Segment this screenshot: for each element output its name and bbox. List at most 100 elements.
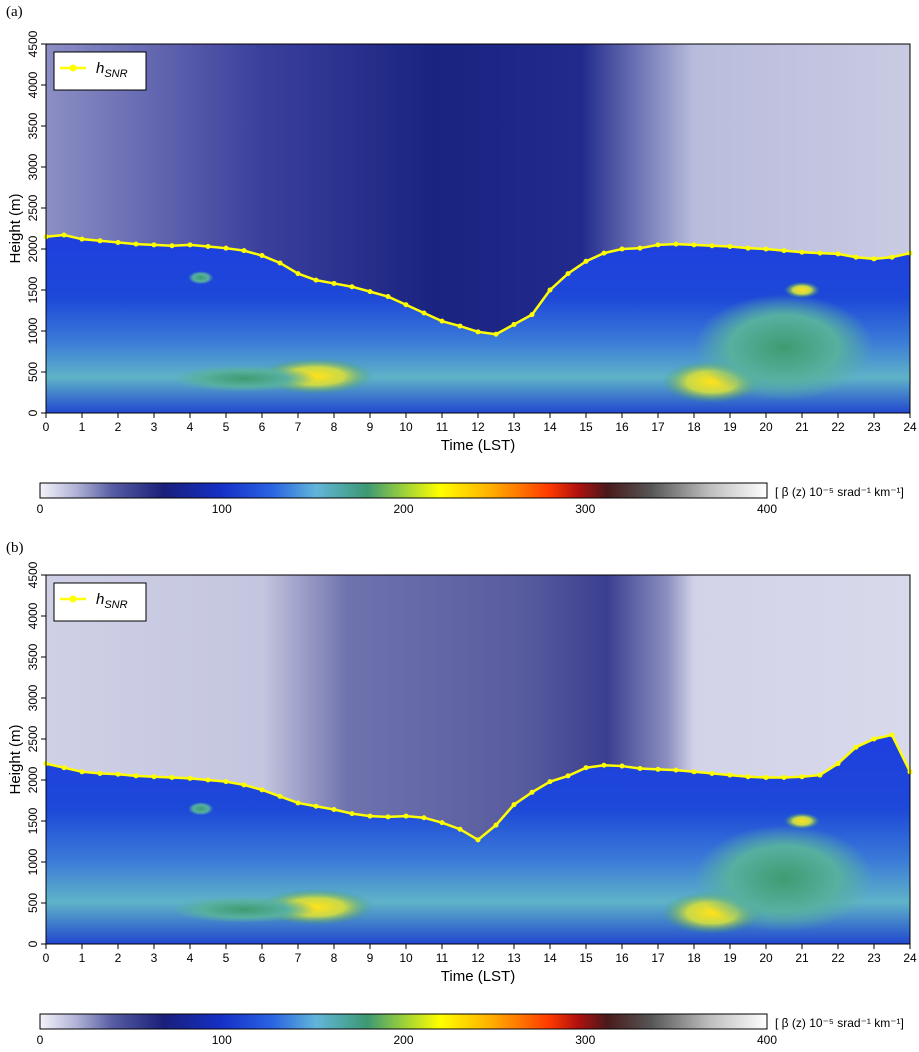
y-tick-label: 1500 [26,807,40,834]
colorbar-tick-label: 200 [393,1033,413,1047]
x-tick-label: 4 [187,951,194,965]
hsnr-point [835,251,841,257]
hsnr-point [421,310,427,316]
colorbar-tick-label: 300 [575,1033,595,1047]
x-tick-label: 15 [579,951,593,965]
hsnr-point [187,242,193,248]
hsnr-point [169,775,175,781]
hsnr-point [583,765,589,771]
colorbar-tick-label: 100 [212,1033,232,1047]
hsnr-point [547,287,553,293]
hsnr-point [493,822,499,828]
hsnr-point [565,773,571,779]
y-tick-label: 1500 [26,276,40,303]
x-tick-label: 12 [471,951,485,965]
hsnr-point [637,766,643,772]
x-tick-label: 8 [331,420,338,434]
y-tick-label: 2500 [26,194,40,221]
legend-box [53,582,147,622]
hsnr-point [439,318,445,324]
aerosol-layer [172,896,316,923]
hsnr-point [97,770,103,776]
hsnr-point [493,331,499,337]
heatmap [46,44,910,413]
hsnr-series [43,232,913,337]
x-tick-label: 19 [723,420,737,434]
x-tick-label: 15 [579,420,593,434]
colorbar-unit: [ β (z) 10⁻⁵ srad⁻¹ km⁻¹] [775,485,904,499]
hsnr-point [799,774,805,780]
y-tick-label: 4000 [26,602,40,629]
aerosol-layer [784,281,820,299]
x-tick-label: 6 [259,420,266,434]
hsnr-point [115,239,121,245]
x-tick-label: 16 [615,951,629,965]
colorbar-unit: [ β (z) 10⁻⁵ srad⁻¹ km⁻¹] [775,1016,904,1030]
x-tick-label: 2 [115,420,122,434]
hsnr-point [709,243,715,249]
colorbar-tick-label: 0 [37,502,44,516]
x-tick-label: 6 [259,951,266,965]
aerosol-layer [694,294,874,401]
x-tick-label: 14 [543,951,557,965]
colorbar: 0 100 200 300 400 [ β (z) 10⁻⁵ srad⁻¹ km⁻¹] [37,482,904,516]
x-tick-label: 20 [759,951,773,965]
hsnr-point [439,820,445,826]
y-tick-label: 1000 [26,848,40,875]
x-tick-label: 22 [831,951,845,965]
hsnr-point [745,774,751,780]
hsnr-point [583,258,589,264]
x-tick-label: 1 [79,420,86,434]
x-tick-label: 12 [471,420,485,434]
hsnr-point [151,774,157,780]
colorbar-tick-label: 100 [212,502,232,516]
panel-label: (a) [6,4,23,20]
hsnr-point [259,787,265,793]
hsnr-point [691,242,697,248]
aerosol-layer [172,365,316,392]
y-tick-label: 3000 [26,684,40,711]
hsnr-point [259,253,265,259]
hsnr-point [61,232,67,238]
hsnr-point [241,782,247,788]
x-tick-label: 7 [295,420,302,434]
legend-marker [69,64,77,72]
x-tick-label: 8 [331,951,338,965]
hsnr-point [241,248,247,254]
hsnr-point [709,770,715,776]
colorbar-tick-label: 0 [37,1033,44,1047]
hsnr-point [817,772,823,778]
hsnr-point [313,277,319,283]
colorbar-tick-label: 300 [575,502,595,516]
x-tick-label: 9 [367,951,374,965]
x-tick-label: 21 [795,420,809,434]
hsnr-point [133,773,139,779]
y-tick-label: 500 [26,362,40,382]
hsnr-point [349,284,355,290]
legend-box [53,51,147,91]
x-tick-label: 3 [151,420,158,434]
y-tick-label: 4500 [26,561,40,588]
y-tick-label: 2000 [26,235,40,262]
x-tick-label: 22 [831,420,845,434]
hsnr-point [853,254,859,260]
hsnr-series [43,732,913,843]
hsnr-point [187,775,193,781]
y-tick-label: 500 [26,893,40,913]
x-tick-label: 11 [436,420,449,434]
hsnr-point [655,766,661,772]
hsnr-point [277,793,283,799]
hsnr-point [565,271,571,277]
hsnr-point [349,811,355,817]
panel-b: (b)0 1 2 3 4 5 6 7 8 9 10 11 12 13 14 15 16 17 18 19 20 21 22 2… [6,540,917,1047]
x-tick-label: 17 [651,951,665,965]
hsnr-point [367,813,373,819]
y-tick-label: 4000 [26,71,40,98]
x-tick-label: 7 [295,951,302,965]
colorbar-tick-label: 400 [757,502,777,516]
x-tick-label: 19 [723,951,737,965]
hsnr-point [169,243,175,249]
hsnr-point [151,242,157,248]
x-axis: 0 1 2 3 4 5 6 7 8 9 10 11 12 13 14 15 16 17 18 19 20 21 22 23 24… [43,413,917,454]
